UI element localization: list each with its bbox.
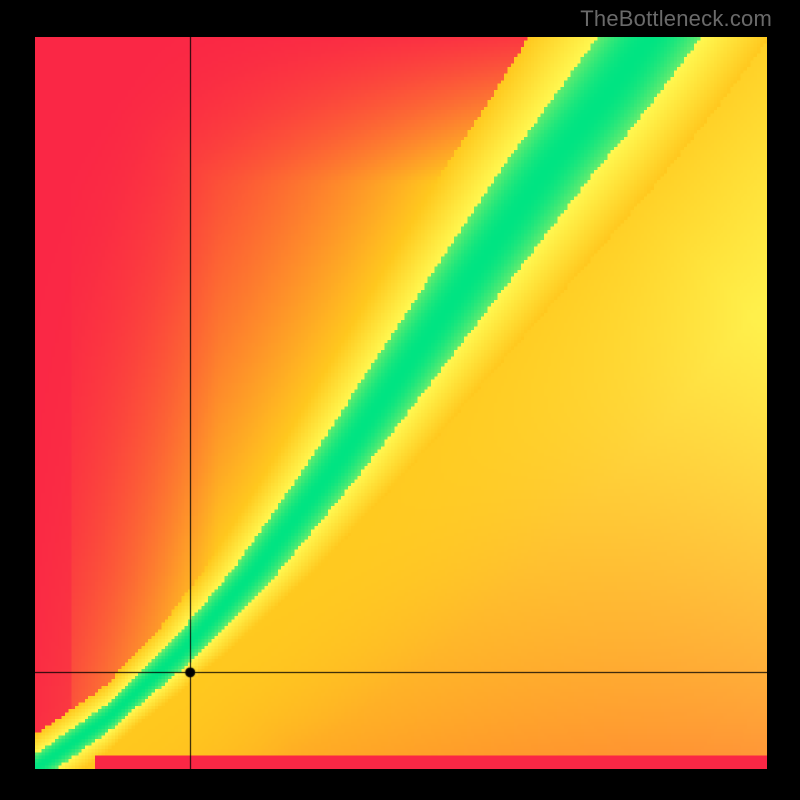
bottleneck-heatmap [35, 37, 767, 769]
chart-container: { "watermark": { "text": "TheBottleneck.… [0, 0, 800, 800]
watermark-text: TheBottleneck.com [580, 6, 772, 32]
